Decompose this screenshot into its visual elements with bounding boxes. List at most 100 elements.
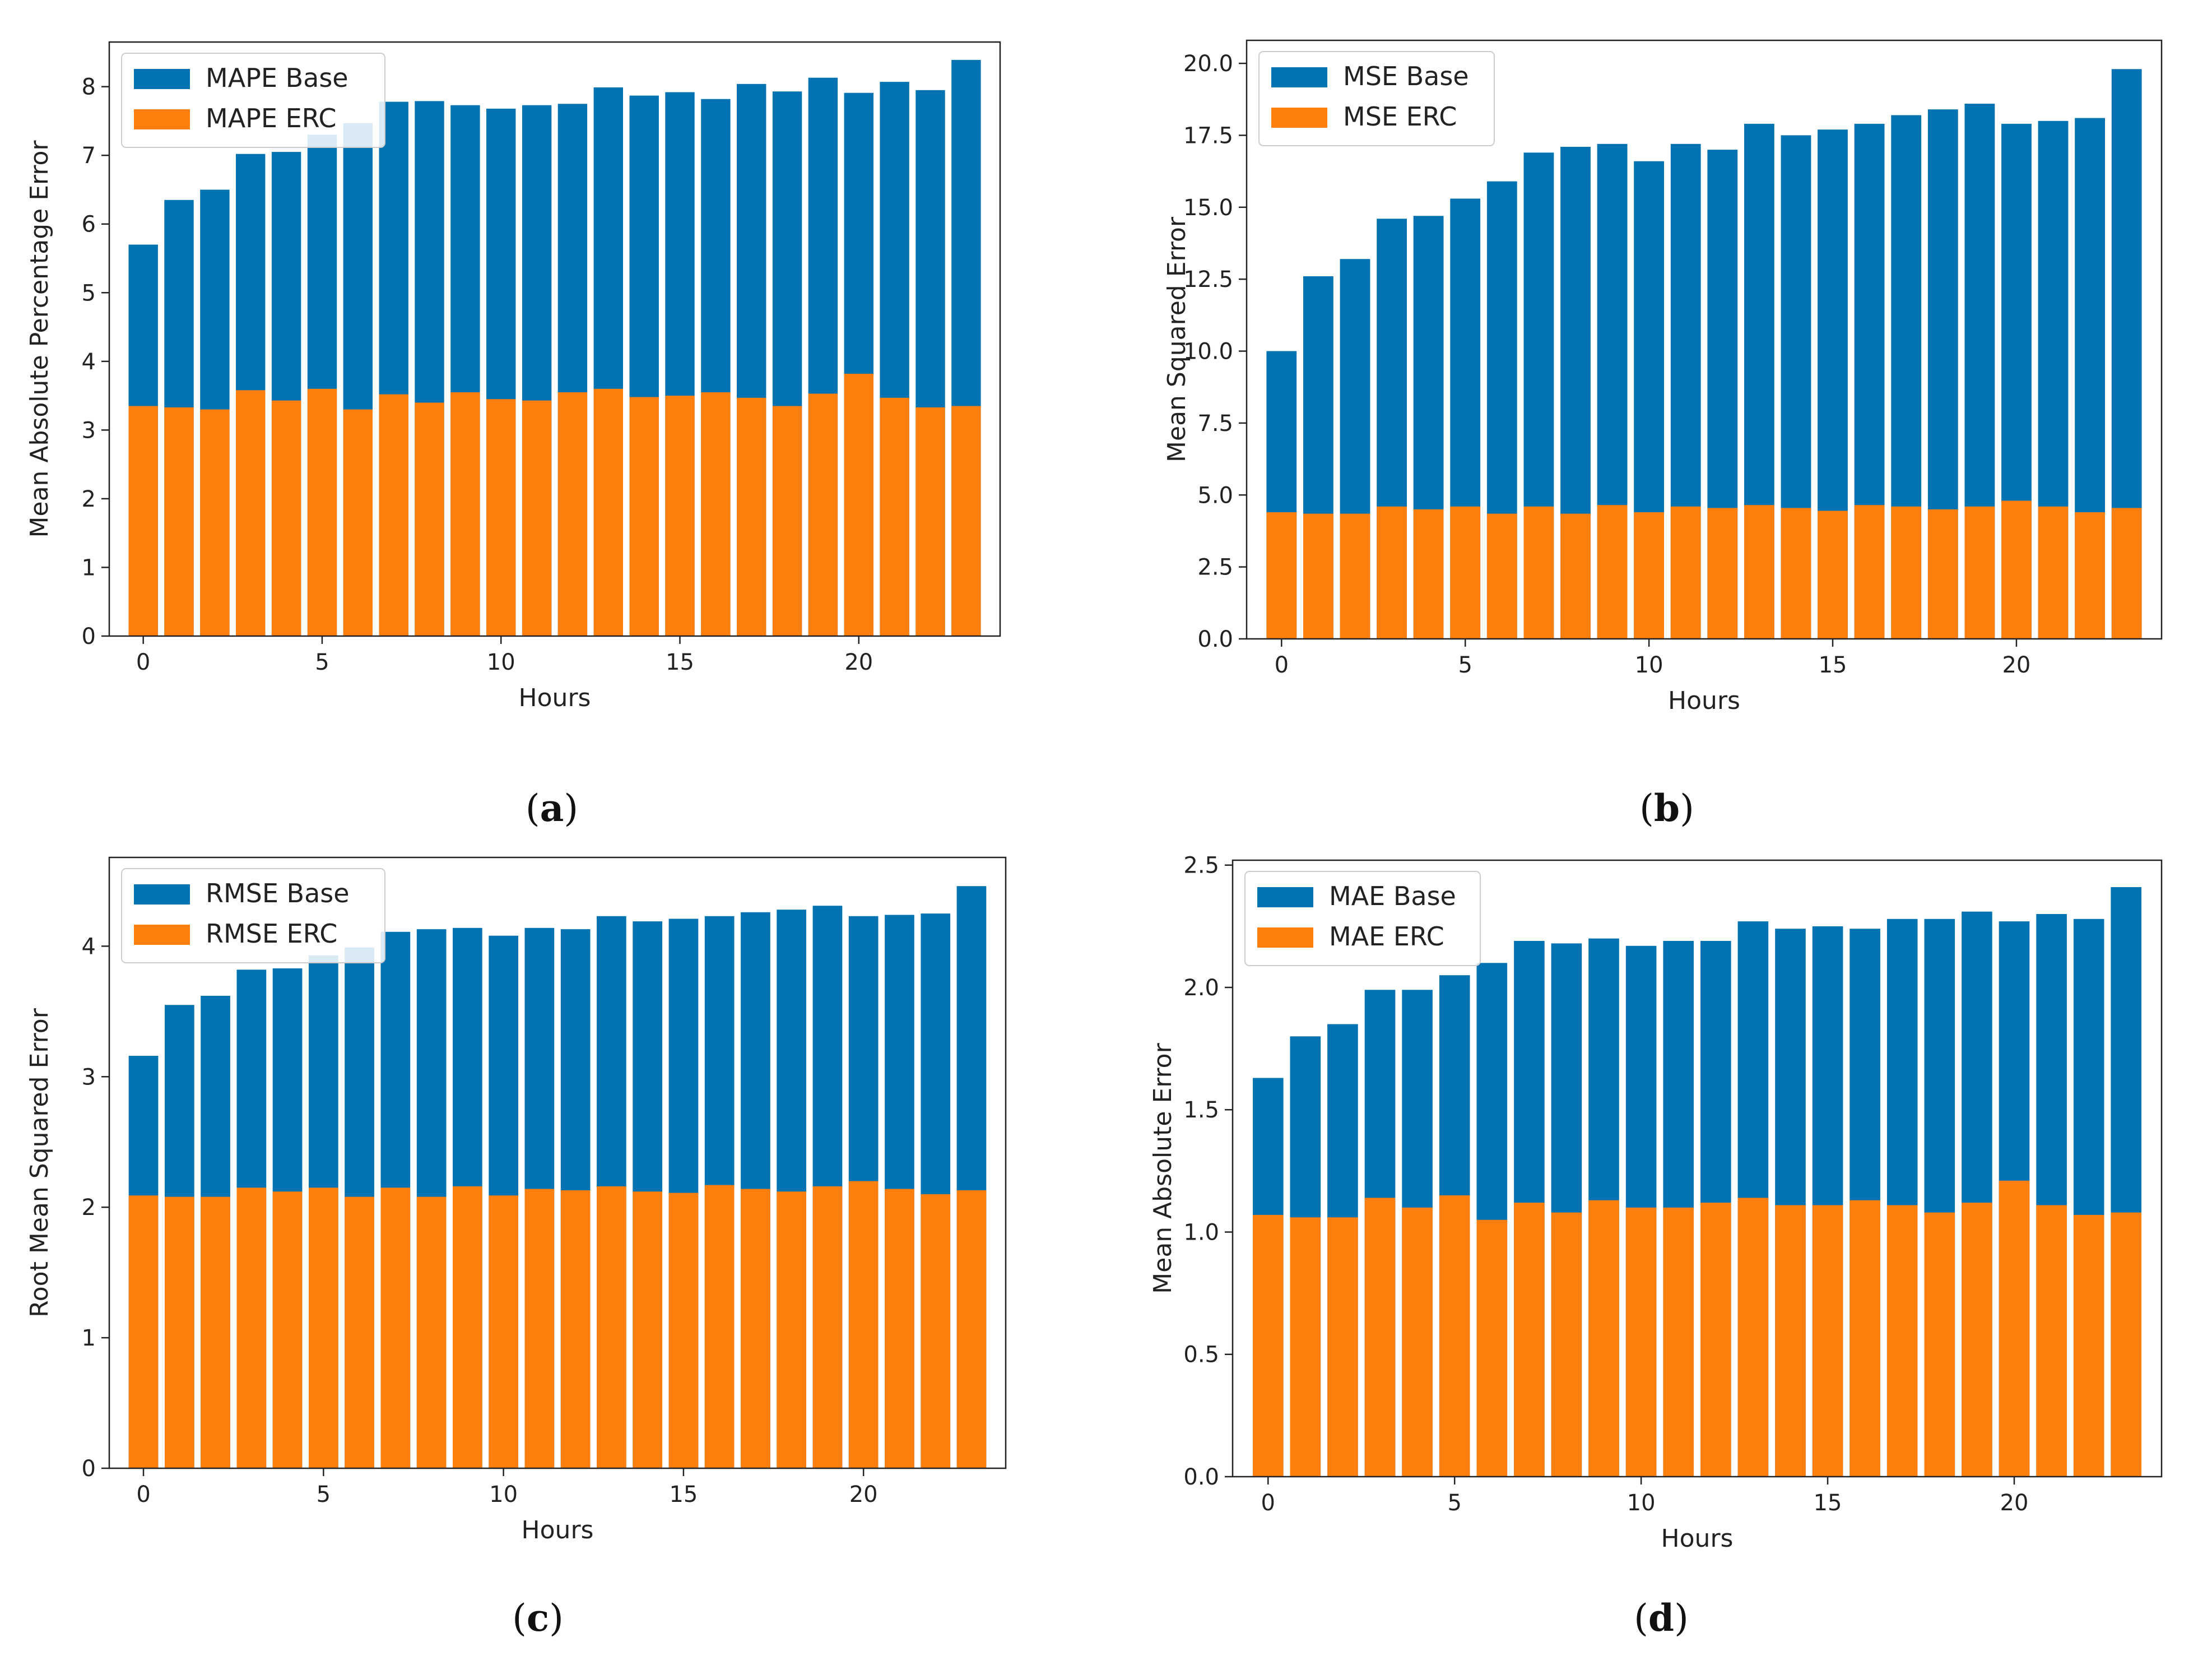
bar-erc-hour-7 [379, 394, 408, 636]
chart-panel-d: 0.0 0.5 1.0 1.5 2.0 2.5 0 5 10 15 20 Hours Mean Abso… [1149, 853, 2163, 1640]
bar-erc-hour-8 [1551, 1212, 1582, 1477]
bar-erc-hour-3 [236, 1188, 267, 1468]
x-tick-label: 10 [489, 1482, 518, 1507]
bar-erc-hour-3 [1377, 506, 1407, 639]
bar-erc-hour-10 [486, 399, 516, 636]
chart-panel-c: 0 1 2 3 4 0 5 10 15 20 Hours Root Mean Squared Erro… [25, 856, 1007, 1640]
y-tick-label: 17.5 [1183, 123, 1233, 149]
legend-swatch-base [134, 69, 190, 89]
x-tick-label: 10 [1627, 1490, 1656, 1516]
y-tick-label: 8 [82, 75, 96, 100]
y-tick-label: 0.0 [1197, 627, 1233, 652]
y-tick-label: 2.5 [1183, 853, 1219, 879]
bar-erc-hour-18 [1927, 509, 1958, 639]
bar-erc-hour-13 [1737, 1198, 1769, 1477]
bar-erc-hour-21 [2036, 1205, 2067, 1477]
bar-erc-hour-6 [1476, 1219, 1508, 1477]
x-tick-label: 0 [1275, 652, 1289, 678]
y-axis-label: Mean Absolute Error [1149, 1042, 1177, 1293]
legend-label-erc: MSE ERC [1343, 101, 1457, 132]
y-tick-label: 20.0 [1183, 51, 1233, 77]
legend: MAE Base MAE ERC [1244, 871, 1481, 966]
x-tick-label: 5 [1458, 652, 1472, 678]
bar-erc-hour-8 [1560, 513, 1591, 639]
legend-label-base: MSE Base [1343, 61, 1469, 91]
panel-label: (d) [1634, 1596, 1689, 1640]
bar-erc-hour-6 [343, 409, 373, 636]
bar-erc-hour-23 [956, 1190, 987, 1468]
bar-erc-hour-5 [307, 388, 337, 636]
axes-frame [1232, 859, 2163, 1478]
y-tick-label: 4 [82, 349, 96, 375]
bar-erc-hour-17 [1886, 1205, 1918, 1477]
bar-erc-hour-12 [1707, 508, 1738, 639]
bar-erc-hour-2 [1340, 513, 1370, 639]
y-tick-label: 3 [82, 1064, 96, 1090]
y-tick-label: 0.0 [1183, 1464, 1219, 1490]
bar-erc-hour-0 [1266, 512, 1297, 639]
series-mse-erc [1266, 500, 2142, 639]
bar-erc-hour-13 [597, 1186, 626, 1468]
bar-erc-hour-14 [1775, 1205, 1806, 1477]
bar-erc-hour-17 [741, 1189, 770, 1468]
bar-erc-hour-9 [453, 1186, 482, 1468]
x-tick-label: 20 [844, 650, 873, 675]
bar-erc-hour-15 [1812, 1205, 1843, 1477]
bar-erc-hour-4 [272, 1191, 303, 1468]
bar-erc-hour-21 [2038, 506, 2069, 639]
bar-erc-hour-1 [1303, 513, 1333, 639]
bar-erc-hour-8 [415, 402, 444, 636]
legend-swatch-base [1257, 887, 1313, 907]
bar-erc-hour-20 [848, 1181, 879, 1468]
bar-erc-hour-8 [416, 1196, 447, 1468]
y-tick-label: 4 [82, 934, 96, 959]
x-axis-label: Hours [1668, 686, 1740, 715]
chart-panel-a: 0 1 2 3 4 5 6 7 8 0 5 10 15 20 Hours Mean Absolute Perc… [25, 41, 1001, 830]
y-tick-label: 3 [82, 418, 96, 443]
bar-erc-hour-22 [916, 407, 945, 636]
bar-erc-hour-2 [200, 409, 230, 636]
y-tick-label: 10.0 [1183, 339, 1233, 365]
legend: MAPE Base MAPE ERC [121, 53, 385, 148]
y-tick-label: 7 [82, 143, 96, 169]
bar-erc-hour-19 [808, 393, 838, 636]
bar-erc-hour-4 [1413, 509, 1444, 639]
bar-erc-hour-12 [1700, 1203, 1731, 1477]
bar-erc-hour-10 [1634, 512, 1664, 639]
bar-erc-hour-14 [1781, 508, 1811, 639]
bar-erc-hour-21 [885, 1189, 914, 1468]
x-tick-label: 5 [1447, 1490, 1461, 1516]
y-tick-label: 2.5 [1197, 555, 1233, 581]
bar-erc-hour-14 [629, 397, 659, 636]
legend: RMSE Base RMSE ERC [121, 868, 385, 963]
panel-label: (a) [526, 786, 578, 830]
bar-erc-hour-19 [1962, 1203, 1992, 1477]
bar-erc-hour-22 [2075, 512, 2105, 639]
bar-erc-hour-5 [309, 1188, 338, 1468]
bar-erc-hour-4 [271, 400, 301, 636]
bar-erc-hour-18 [1924, 1212, 1955, 1477]
series-rmse-erc [128, 1181, 987, 1468]
bar-erc-hour-15 [1818, 511, 1848, 639]
bar-erc-hour-7 [1523, 506, 1554, 639]
x-axis-label: Hours [1661, 1524, 1734, 1553]
legend-label-erc: MAE ERC [1329, 921, 1444, 952]
bar-erc-hour-20 [844, 373, 873, 636]
series-mae-erc [1253, 1180, 2141, 1477]
bar-erc-hour-18 [777, 1191, 806, 1468]
bar-erc-hour-20 [2001, 500, 2032, 639]
bar-erc-hour-0 [128, 1195, 159, 1468]
series-mape-erc [128, 373, 981, 636]
x-tick-label: 10 [487, 650, 515, 675]
bar-erc-hour-23 [2111, 508, 2142, 639]
x-tick-label: 5 [317, 1482, 331, 1507]
x-tick-label: 15 [1819, 652, 1847, 678]
legend-swatch-erc [134, 925, 190, 945]
y-tick-label: 2 [82, 486, 96, 512]
x-tick-label: 5 [315, 650, 329, 675]
legend-label-erc: RMSE ERC [206, 919, 337, 949]
y-tick-label: 6 [82, 212, 96, 238]
panel-label: (c) [512, 1596, 564, 1640]
bar-erc-hour-9 [450, 392, 480, 636]
